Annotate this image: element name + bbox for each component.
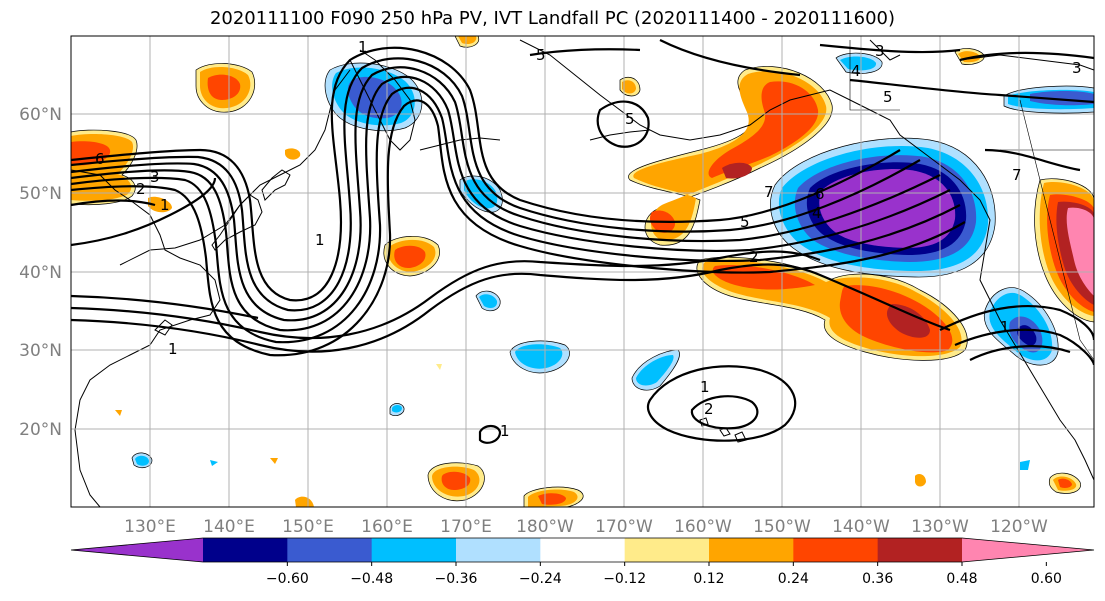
colorbar-tick-label: 0.60 bbox=[1031, 571, 1062, 587]
contour-label: 4 bbox=[812, 204, 822, 222]
lon-label: 120°W bbox=[990, 517, 1048, 537]
lon-label: 170°W bbox=[595, 517, 653, 537]
colorbar-tick-label: −0.36 bbox=[435, 571, 478, 587]
contour-label: 4 bbox=[851, 62, 861, 80]
colorbar-bin bbox=[203, 538, 288, 562]
colorbar-outline bbox=[70, 537, 1095, 563]
japan-coastline bbox=[211, 194, 263, 251]
colorbar-bin bbox=[287, 538, 373, 562]
lon-label: 140°W bbox=[832, 517, 890, 537]
contour-1-south bbox=[71, 263, 951, 353]
lon-label: 170°E bbox=[440, 517, 492, 537]
contour-label: 1 bbox=[700, 378, 710, 396]
lat-label: 60°N bbox=[19, 105, 62, 125]
hawaii-islands bbox=[699, 417, 747, 443]
contour-label: 5 bbox=[740, 213, 750, 231]
contour-label: 3 bbox=[1072, 59, 1082, 77]
contour-label: 2 bbox=[704, 400, 714, 418]
lat-label: 50°N bbox=[19, 184, 62, 204]
contour-label: 1 bbox=[358, 38, 368, 56]
colorbar-bin bbox=[709, 538, 794, 562]
contour-label: 5 bbox=[625, 110, 635, 128]
colorbar-bin bbox=[793, 538, 879, 562]
contour-label: 2 bbox=[136, 180, 146, 198]
colorbar-tick-label: 0.48 bbox=[946, 571, 977, 587]
colorbar-tick-label: 0.24 bbox=[778, 571, 809, 587]
pv-contours bbox=[71, 39, 1094, 444]
contour-label: 6 bbox=[815, 185, 825, 203]
contour-label: 1 bbox=[1000, 318, 1010, 336]
map-frame bbox=[70, 35, 1095, 508]
contour-label: 1 bbox=[500, 422, 510, 440]
lon-label: 130°W bbox=[911, 517, 969, 537]
lon-label: 150°W bbox=[753, 517, 811, 537]
contour-label: 1 bbox=[168, 340, 178, 358]
lat-label: 40°N bbox=[19, 263, 62, 283]
colorbar-tick-label: −0.60 bbox=[266, 571, 309, 587]
colorbar-tick-label: −0.24 bbox=[519, 571, 562, 587]
lat-label: 30°N bbox=[19, 341, 62, 361]
contour-label: 3 bbox=[150, 168, 160, 186]
lon-label: 130°E bbox=[124, 517, 176, 537]
longitude-labels: 130°E 140°E 150°E 160°E 170°E 180°W 170°… bbox=[124, 517, 1048, 537]
contour-hawaii-low bbox=[646, 365, 797, 442]
asia-coastline bbox=[71, 169, 221, 507]
lat-label: 20°N bbox=[19, 420, 62, 440]
colorbar-bin bbox=[877, 538, 963, 562]
colorbar-arrow-high bbox=[962, 538, 1094, 562]
latitude-labels: 60°N 50°N 40°N 30°N 20°N bbox=[19, 105, 62, 440]
colorbar: −0.60 −0.48 −0.36 −0.24 −0.12 0.12 0.24 0.36 0.4… bbox=[70, 537, 1095, 587]
colorbar-bin bbox=[456, 538, 541, 562]
lon-label: 160°W bbox=[674, 517, 732, 537]
colorbar-tick-label: 0.12 bbox=[693, 571, 724, 587]
colorbar-bin bbox=[624, 538, 710, 562]
map-field: 1 5 3 4 5 6 2 3 1 1 5 1 7 5 4 2 6 3 1 1 … bbox=[71, 36, 1094, 507]
contour-label: 7 bbox=[764, 183, 774, 201]
gridlines bbox=[71, 36, 1094, 507]
contour-label: 1 bbox=[160, 196, 170, 214]
lon-label: 180°W bbox=[516, 517, 574, 537]
colorbar-tick-label: 0.36 bbox=[862, 571, 893, 587]
map-title: 2020111100 F090 250 hPa PV, IVT Landfall… bbox=[209, 8, 896, 29]
colorbar-tick-label: −0.12 bbox=[603, 571, 646, 587]
contour-label: 6 bbox=[95, 150, 105, 168]
lon-label: 140°E bbox=[203, 517, 255, 537]
colorbar-tick-label: −0.48 bbox=[350, 571, 393, 587]
kamchatka-coastline bbox=[349, 49, 416, 151]
contour-label: 1 bbox=[315, 231, 325, 249]
lon-label: 150°E bbox=[282, 517, 334, 537]
lon-label: 160°E bbox=[361, 517, 413, 537]
contour-label: 5 bbox=[883, 88, 893, 106]
colorbar-bin bbox=[540, 538, 626, 562]
colorbar-arrow-low bbox=[71, 538, 203, 562]
contour-labels: 1 5 3 4 5 6 2 3 1 1 5 1 7 5 4 2 6 3 1 1 … bbox=[95, 38, 1082, 440]
contour-label: 5 bbox=[536, 46, 546, 64]
contour-label: 7 bbox=[1012, 166, 1022, 184]
contour-jet-north bbox=[71, 46, 901, 302]
coastlines bbox=[71, 39, 1094, 507]
contour-label: 2 bbox=[749, 248, 759, 266]
contour-label: 3 bbox=[875, 42, 885, 60]
colorbar-bin bbox=[371, 538, 457, 562]
